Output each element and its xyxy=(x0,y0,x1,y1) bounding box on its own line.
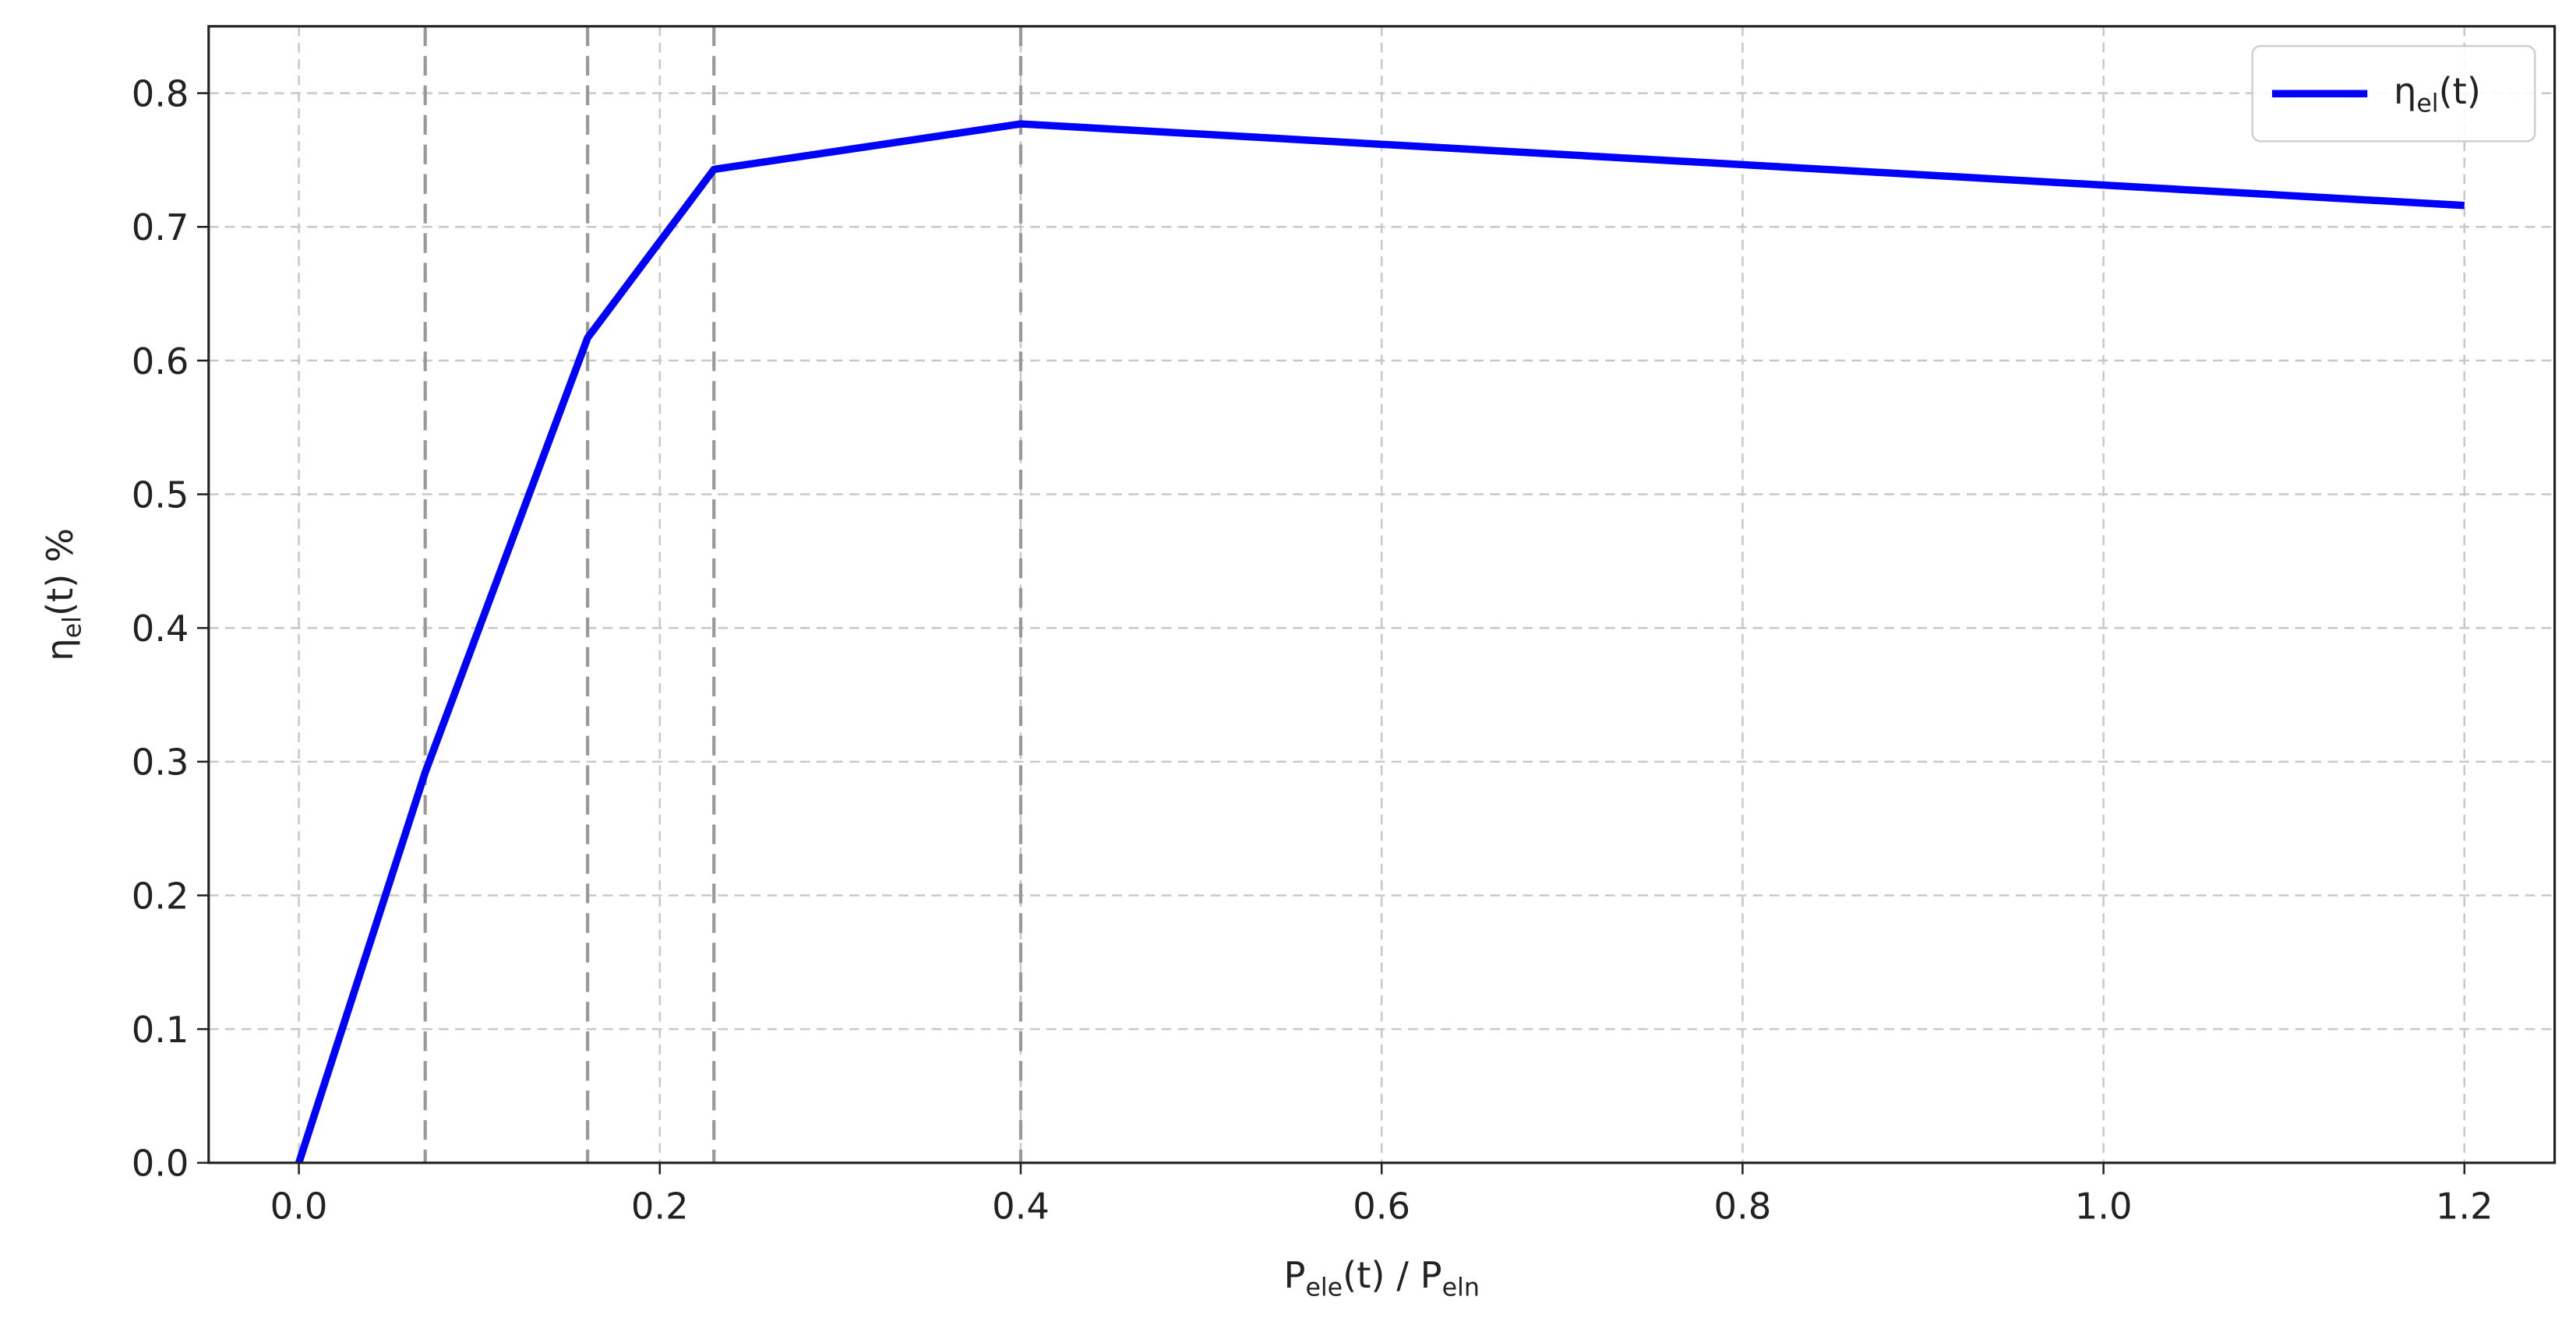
x-tick-label: 0.6 xyxy=(1353,1185,1410,1227)
x-axis-label-part: (t) / P xyxy=(1343,1254,1442,1296)
y-tick-label: 0.2 xyxy=(132,875,189,917)
legend-label: ηel(t) xyxy=(2394,70,2481,118)
x-tick-label: 0.4 xyxy=(992,1185,1050,1227)
y-tick-label: 0.5 xyxy=(132,474,189,516)
y-tick-label: 0.1 xyxy=(132,1009,189,1051)
y-tick-label: 0.4 xyxy=(132,608,189,650)
y-axis-label-part: el xyxy=(58,616,86,638)
legend-label-part: el xyxy=(2416,90,2438,118)
y-tick-label: 0.7 xyxy=(132,206,189,248)
x-axis-label-part: eln xyxy=(1442,1274,1480,1302)
x-tick-label: 0.8 xyxy=(1714,1185,1772,1227)
y-tick-label: 0.8 xyxy=(132,72,189,115)
x-axis-label: Pele(t) / Peln xyxy=(1283,1254,1479,1302)
x-tick-label: 1.2 xyxy=(2436,1185,2493,1227)
x-tick-label: 1.0 xyxy=(2075,1185,2133,1227)
x-axis-label-part: P xyxy=(1283,1254,1305,1296)
y-axis-label: ηel(t) % xyxy=(39,528,87,661)
y-tick-label: 0.6 xyxy=(132,340,189,382)
x-axis-label-part: ele xyxy=(1305,1274,1343,1302)
x-tick-label: 0.0 xyxy=(270,1185,328,1227)
legend-label-part: η xyxy=(2394,70,2416,112)
plot-frame xyxy=(207,25,2557,1165)
y-tick-label: 0.0 xyxy=(132,1143,189,1185)
y-axis-label-part: (t) % xyxy=(39,528,81,616)
y-axis-label-part: η xyxy=(39,638,81,661)
legend-label-part: (t) xyxy=(2439,70,2481,112)
x-tick-label: 0.2 xyxy=(631,1185,689,1227)
data-line xyxy=(295,120,2465,1165)
y-tick-label: 0.3 xyxy=(132,742,189,784)
legend-box xyxy=(2251,44,2536,143)
